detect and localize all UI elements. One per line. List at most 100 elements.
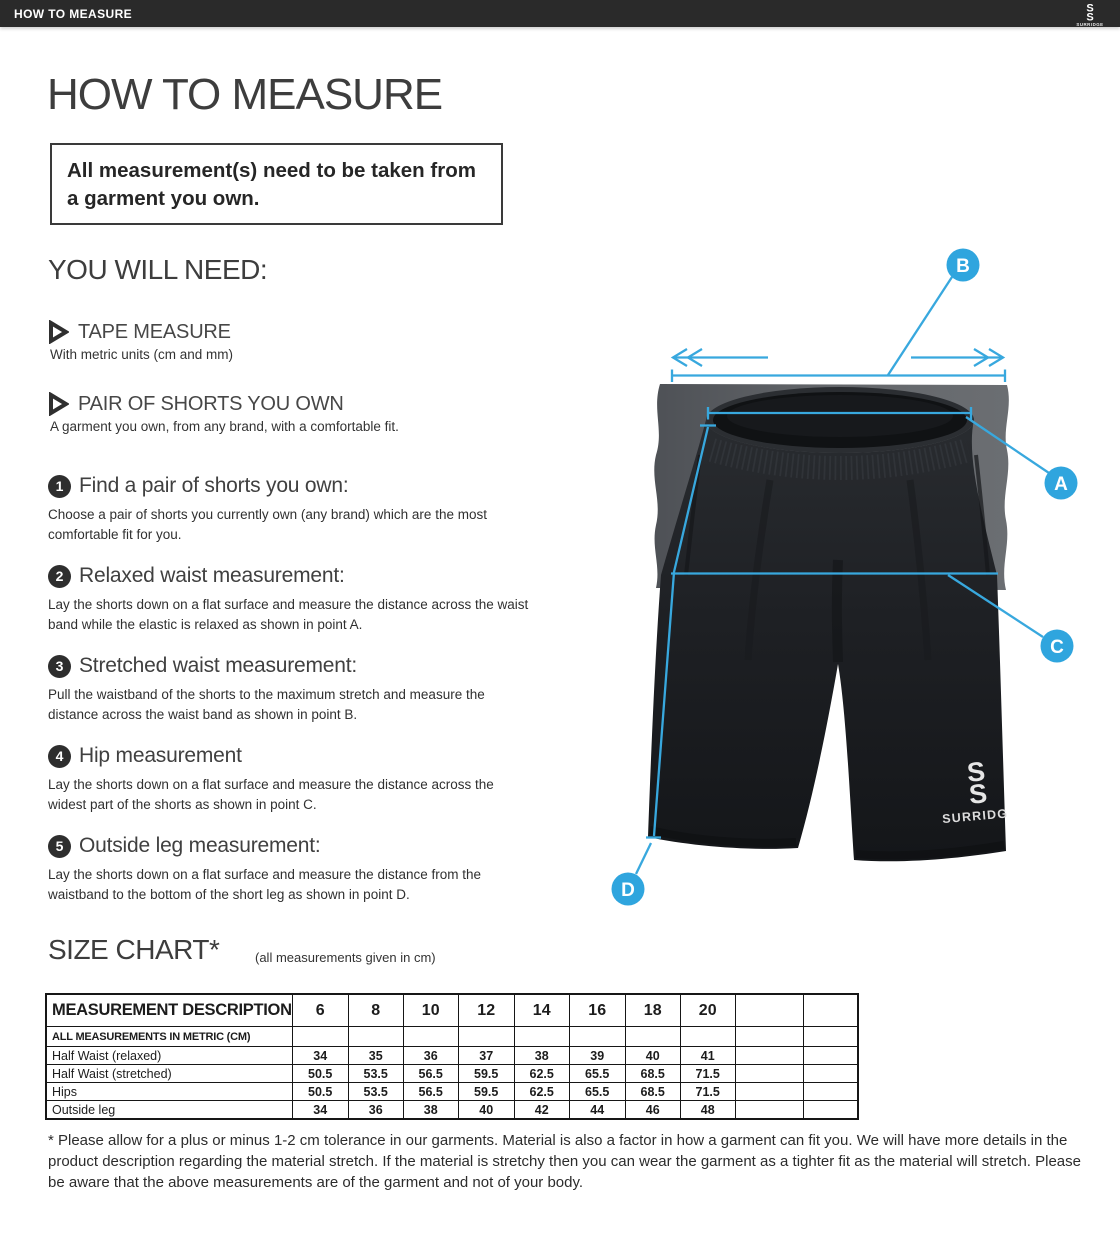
step-number-badge: 1: [48, 474, 71, 498]
size-cell: 62.5: [513, 1082, 570, 1101]
logo-brand-text: SURRIDGE: [942, 806, 1019, 827]
top-bar: HOW TO MEASURE S S SURRIDGE: [0, 0, 1120, 27]
triangle-bullet-icon: [49, 392, 69, 416]
you-will-need-heading: YOU WILL NEED:: [48, 254, 268, 285]
column-header: 12: [457, 993, 515, 1027]
column-header: 14: [513, 993, 570, 1027]
table-row: Outside leg 34 36 38 40 42 44 46 48: [45, 1100, 859, 1120]
logo-brand-text: SURRIDGE: [1076, 22, 1103, 27]
size-cell: 36: [402, 1046, 459, 1065]
row-label: Hips: [45, 1082, 293, 1101]
size-chart-note: (all measurements given in cm): [255, 950, 436, 965]
size-cell: 38: [402, 1100, 459, 1120]
step-title: Relaxed waist measurement:: [79, 564, 345, 587]
label-b-pointer: [887, 276, 953, 376]
size-cell: 53.5: [347, 1082, 404, 1101]
size-cell: 53.5: [347, 1064, 404, 1083]
table-row: Half Waist (relaxed) 34 35 36 37 38 39 4…: [45, 1046, 859, 1065]
step-4: 4 Hip measurement: [48, 744, 242, 768]
label-d-pointer: [634, 842, 653, 875]
measurement-labels: B A C D: [611, 248, 1078, 906]
empty-cell: [402, 1026, 459, 1047]
empty-cell: [291, 1026, 349, 1047]
step-number-badge: 4: [48, 744, 71, 768]
table-header-row: MEASUREMENT DESCRIPTION 6 8 10 12 14 16 …: [45, 993, 859, 1027]
size-cell: 56.5: [402, 1064, 459, 1083]
size-cell: 65.5: [568, 1082, 626, 1101]
need-item-title: PAIR OF SHORTS YOU OWN: [78, 392, 344, 415]
surridge-logo-icon: S S SURRIDGE: [1076, 3, 1103, 28]
column-header: MEASUREMENT DESCRIPTION: [45, 993, 293, 1027]
logo-letter-bottom: S: [968, 778, 989, 809]
need-item-subtitle: With metric units (cm and mm): [50, 347, 234, 362]
empty-cell: [568, 1026, 626, 1047]
step-title: Hip measurement: [79, 744, 242, 767]
size-cell: 42: [513, 1100, 570, 1120]
column-header: 6: [291, 993, 349, 1027]
triangle-bullet-icon: [49, 320, 69, 344]
shorts-measurement-diagram: S S SURRIDGE: [611, 248, 1078, 906]
outside-leg-line: [652, 426, 710, 837]
label-c-text: C: [1050, 637, 1064, 658]
empty-cell: [734, 1046, 804, 1065]
table-row: Hips 50.5 53.5 56.5 59.5 62.5 65.5 68.5 …: [45, 1082, 859, 1101]
label-b-text: B: [956, 256, 970, 277]
empty-cell: [802, 1026, 859, 1047]
step-title: Outside leg measurement:: [79, 834, 321, 857]
empty-cell: [347, 1026, 404, 1047]
step-title: Stretched waist measurement:: [79, 654, 358, 677]
size-cell: 59.5: [457, 1082, 515, 1101]
size-cell: 44: [568, 1100, 626, 1120]
empty-cell: [734, 1064, 804, 1083]
need-item-subtitle: A garment you own, from any brand, with …: [50, 419, 399, 434]
arrow-head-icon: [685, 348, 703, 367]
label-a-marker: [1044, 466, 1078, 500]
size-cell: 38: [513, 1046, 570, 1065]
size-cell: 68.5: [624, 1082, 681, 1101]
column-header: 20: [679, 993, 736, 1027]
empty-cell: [734, 1082, 804, 1101]
empty-cell: [624, 1026, 681, 1047]
table-row: Half Waist (stretched) 50.5 53.5 56.5 59…: [45, 1064, 859, 1083]
size-cell: 34: [291, 1100, 349, 1120]
size-cell: 68.5: [624, 1064, 681, 1083]
column-header: 10: [402, 993, 459, 1027]
size-cell: 41: [679, 1046, 736, 1065]
size-cell: 71.5: [679, 1064, 736, 1083]
need-item-shorts: PAIR OF SHORTS YOU OWN: [48, 392, 344, 416]
size-cell: 39: [568, 1046, 626, 1065]
step-5: 5 Outside leg measurement:: [48, 834, 321, 858]
row-label: Half Waist (stretched): [45, 1064, 293, 1083]
step-number-badge: 2: [48, 564, 71, 588]
logo-letter-bottom: S: [1086, 12, 1093, 24]
empty-cell: [802, 1064, 859, 1083]
shorts-image: S S SURRIDGE: [648, 387, 1019, 862]
label-c-pointer: [947, 574, 1044, 638]
row-label: Half Waist (relaxed): [45, 1046, 293, 1065]
step-3: 3 Stretched waist measurement:: [48, 654, 357, 678]
empty-cell: [802, 1100, 859, 1120]
size-cell: 56.5: [402, 1082, 459, 1101]
size-cell: 50.5: [291, 1082, 349, 1101]
label-d-marker: [611, 872, 645, 906]
empty-cell: [734, 993, 804, 1027]
size-cell: 37: [457, 1046, 515, 1065]
size-cell: 50.5: [291, 1064, 349, 1083]
column-header: 8: [347, 993, 404, 1027]
step-body: Choose a pair of shorts you currently ow…: [48, 507, 487, 542]
notice-box: All measurement(s) need to be taken from…: [50, 143, 503, 225]
label-d-text: D: [621, 880, 635, 901]
size-cell: 71.5: [679, 1082, 736, 1101]
step-1: 1 Find a pair of shorts you own:: [48, 474, 349, 498]
size-cell: 35: [347, 1046, 404, 1065]
top-bar-title: HOW TO MEASURE: [14, 7, 133, 21]
shorts-brand-logo: S S SURRIDGE: [942, 756, 1019, 827]
table-subheader-row: ALL MEASUREMENTS IN METRIC (CM): [45, 1026, 859, 1047]
subheader-cell: ALL MEASUREMENTS IN METRIC (CM): [45, 1026, 293, 1047]
empty-cell: [513, 1026, 570, 1047]
column-header: 18: [624, 993, 681, 1027]
empty-cell: [457, 1026, 515, 1047]
page-title: HOW TO MEASURE: [47, 70, 443, 119]
size-cell: 36: [347, 1100, 404, 1120]
empty-cell: [734, 1026, 804, 1047]
